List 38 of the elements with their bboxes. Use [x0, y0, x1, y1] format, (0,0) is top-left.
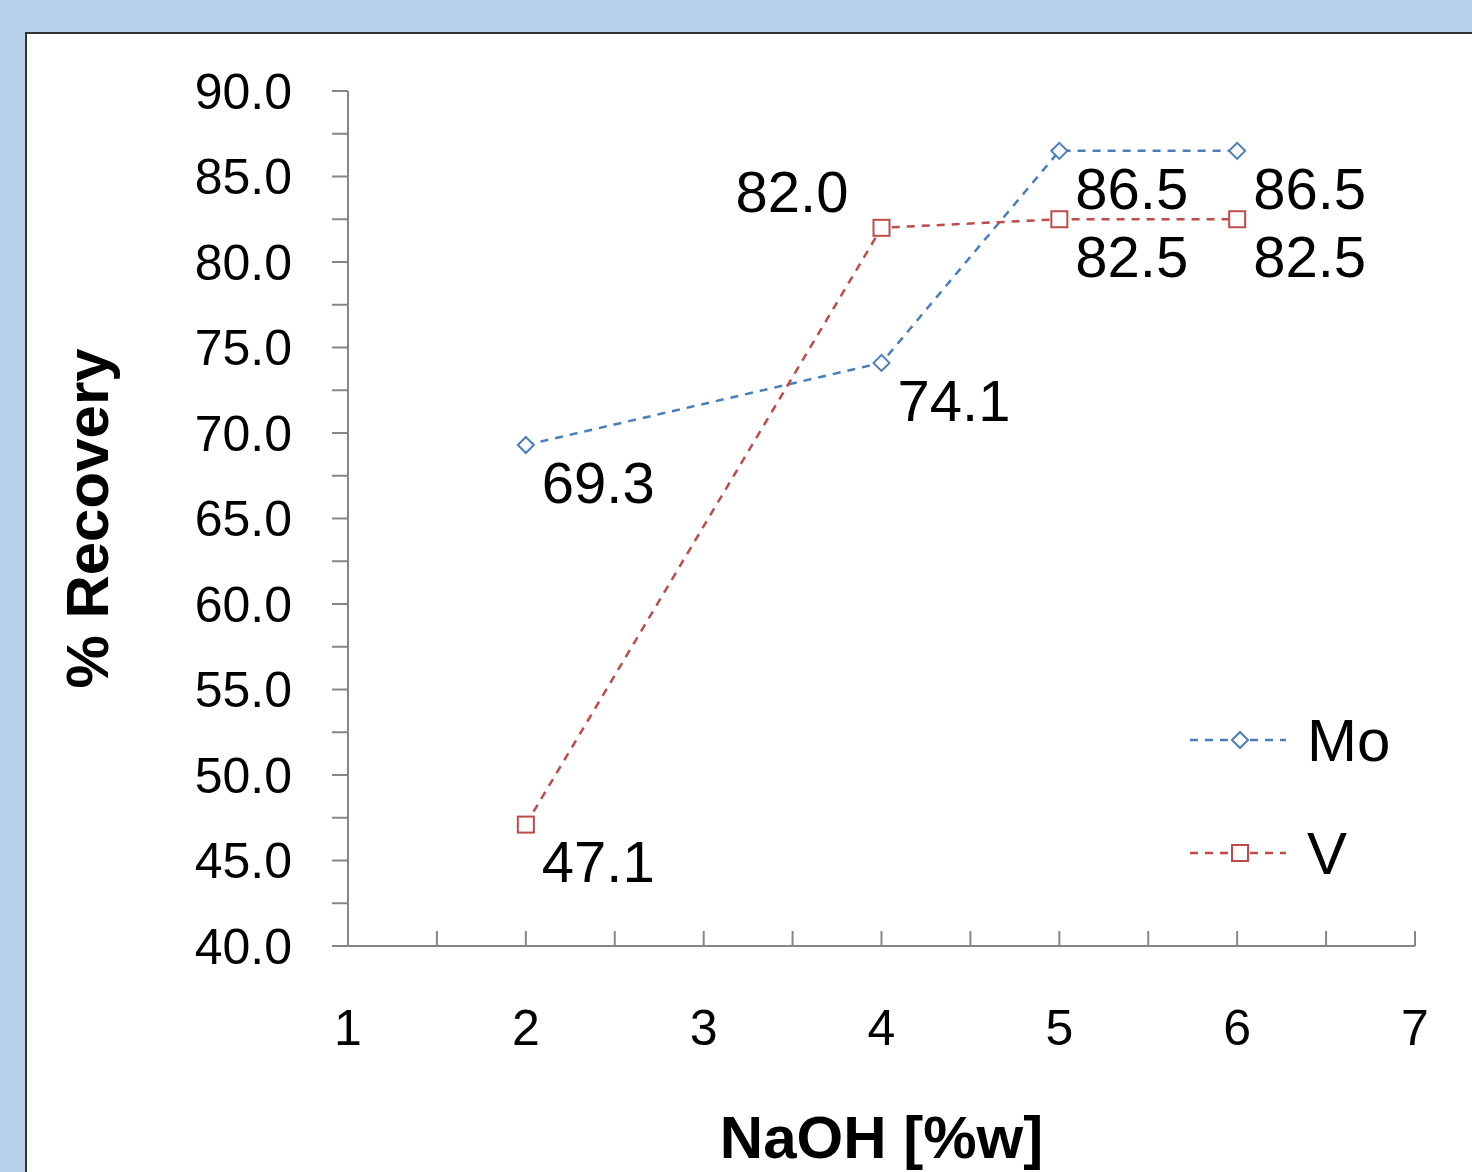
x-tick-label: 5 — [1045, 1000, 1074, 1056]
data-label: 74.1 — [897, 367, 1011, 433]
legend-label: Mo — [1307, 707, 1391, 774]
data-label: 82.0 — [735, 158, 849, 224]
x-tick-label: 6 — [1223, 1000, 1252, 1056]
point — [1228, 141, 1247, 160]
data-label: 86.5 — [1253, 155, 1367, 221]
x-tick-label: 1 — [334, 1000, 362, 1056]
y-tick-label: 55.0 — [194, 662, 292, 718]
data-label: 82.5 — [1253, 224, 1367, 290]
y-axis-title: % Recovery — [54, 347, 121, 689]
data-label: 86.5 — [1075, 155, 1189, 221]
point — [516, 815, 535, 834]
legend-label: V — [1307, 820, 1348, 887]
point — [872, 353, 891, 372]
data-label: 69.3 — [541, 449, 655, 515]
y-tick-label: 85.0 — [194, 149, 292, 205]
point — [516, 435, 535, 454]
y-tick-label: 90.0 — [194, 63, 292, 120]
point — [1050, 210, 1069, 229]
x-tick-label: 4 — [867, 1000, 896, 1056]
data-label: 47.1 — [541, 829, 655, 895]
y-tick-label: 40.0 — [194, 918, 292, 975]
y-tick-label: 45.0 — [194, 833, 292, 889]
data-label: 82.5 — [1075, 224, 1189, 290]
y-tick-label: 50.0 — [194, 747, 292, 804]
x-axis-title: NaOH [%w] — [719, 1104, 1044, 1171]
y-tick-label: 60.0 — [194, 576, 292, 633]
point — [1050, 141, 1069, 160]
point — [1228, 210, 1247, 229]
x-tick-label: 2 — [511, 1000, 540, 1056]
x-tick-label: 3 — [689, 1000, 718, 1056]
y-tick-label: 70.0 — [194, 405, 292, 462]
y-tick-label: 65.0 — [194, 491, 292, 547]
y-tick-label: 80.0 — [194, 234, 292, 291]
y-tick-label: 75.0 — [194, 320, 292, 376]
point — [872, 218, 891, 237]
x-tick-label: 7 — [1401, 1000, 1429, 1056]
